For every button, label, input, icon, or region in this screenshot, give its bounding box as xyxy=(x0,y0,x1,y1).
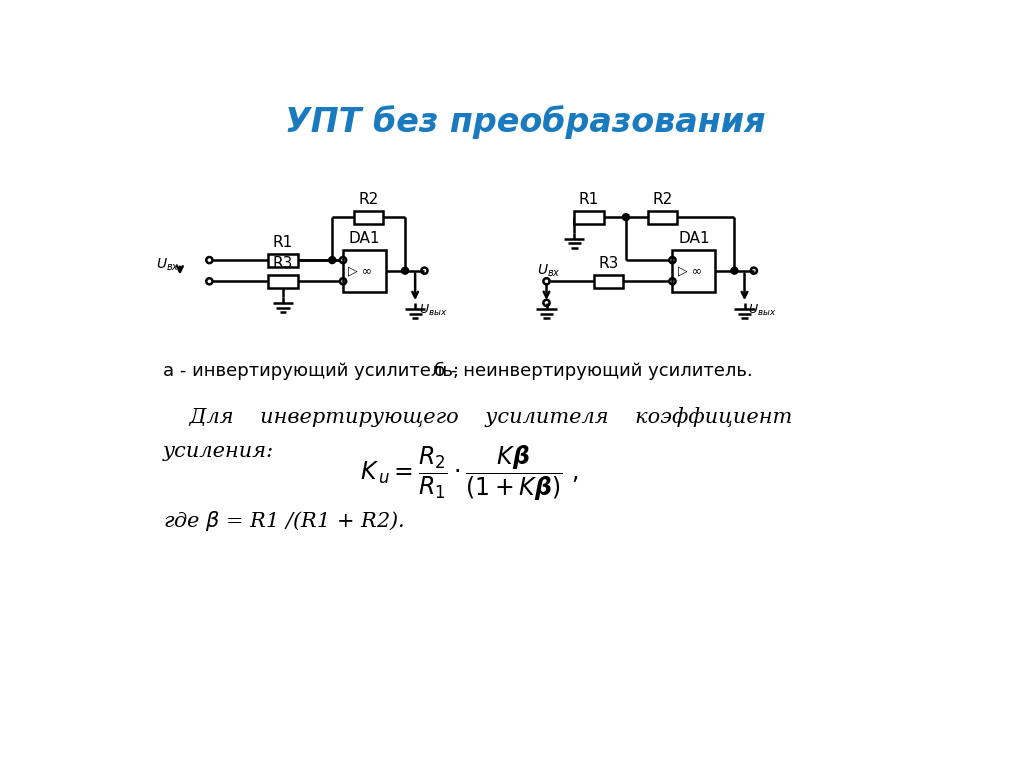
Text: $K_{\,u} = \dfrac{R_2}{R_1} \cdot \dfrac{K\boldsymbol{\beta}}{(1 + K\boldsymbol{: $K_{\,u} = \dfrac{R_2}{R_1} \cdot \dfrac… xyxy=(360,443,579,503)
Text: ▷ ∞: ▷ ∞ xyxy=(348,264,373,277)
Text: усиления:: усиления: xyxy=(163,442,274,461)
Text: УПТ без преобразования: УПТ без преобразования xyxy=(285,105,765,139)
Text: б - неинвертирующий усилитель.: б - неинвертирующий усилитель. xyxy=(434,362,753,380)
Text: где $\beta$ = R1 /(R1 + R2).: где $\beta$ = R1 /(R1 + R2). xyxy=(163,509,404,533)
Circle shape xyxy=(731,267,738,274)
Text: R3: R3 xyxy=(598,256,618,271)
Text: R1: R1 xyxy=(272,235,293,250)
Text: DA1: DA1 xyxy=(678,232,710,246)
Circle shape xyxy=(401,267,409,274)
Text: R1: R1 xyxy=(579,192,599,207)
Text: R3: R3 xyxy=(272,256,293,271)
Text: ▷ ∞: ▷ ∞ xyxy=(678,264,701,277)
Bar xyxy=(574,211,604,224)
Bar xyxy=(268,275,298,288)
Text: $U_{вых}$: $U_{вых}$ xyxy=(419,303,447,318)
Bar xyxy=(673,249,715,292)
Circle shape xyxy=(623,214,630,221)
Circle shape xyxy=(329,257,336,264)
Text: DA1: DA1 xyxy=(348,232,380,246)
Bar xyxy=(354,211,383,224)
Text: а - инвертирующий усилитель;: а - инвертирующий усилитель; xyxy=(163,362,459,380)
Bar xyxy=(268,254,298,267)
Bar xyxy=(648,211,678,224)
Text: $U_{вых}$: $U_{вых}$ xyxy=(749,303,777,318)
Text: R2: R2 xyxy=(358,192,379,207)
Bar xyxy=(343,249,386,292)
Bar xyxy=(594,275,624,288)
Text: R2: R2 xyxy=(652,192,673,207)
Text: Для    инвертирующего    усилителя    коэффициент: Для инвертирующего усилителя коэффициент xyxy=(163,407,793,427)
Text: $U_{вх}$: $U_{вх}$ xyxy=(157,256,180,273)
Text: $U_{вх}$: $U_{вх}$ xyxy=(538,262,561,279)
